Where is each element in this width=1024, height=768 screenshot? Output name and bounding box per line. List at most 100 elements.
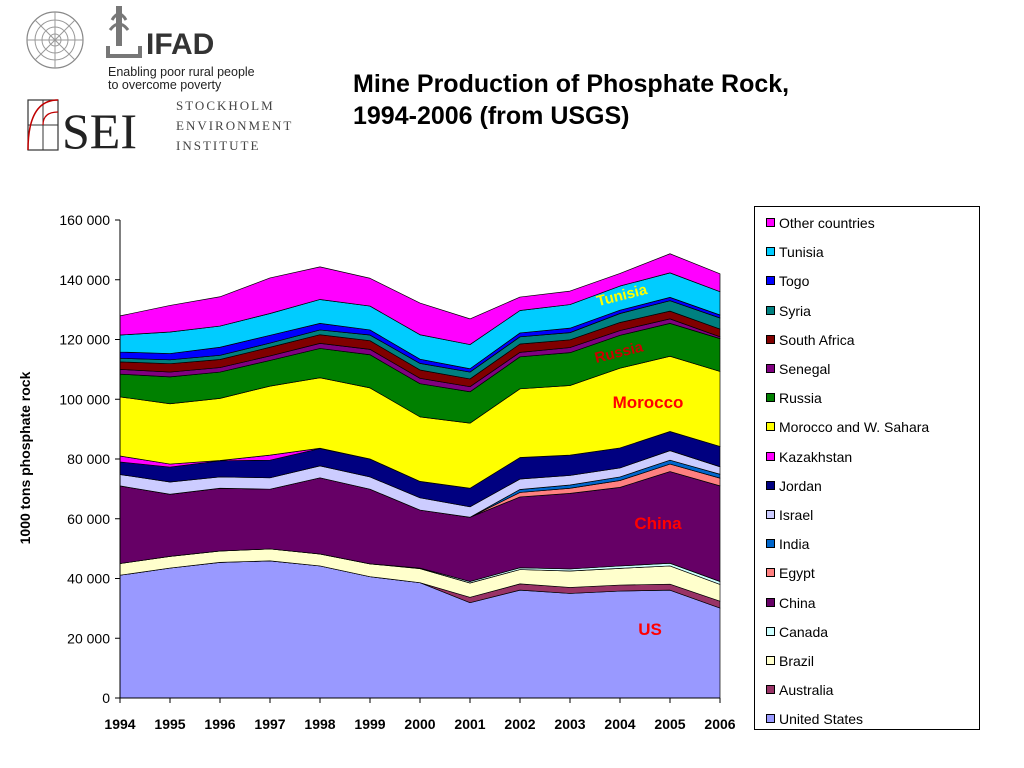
x-tick-label: 2001 bbox=[454, 716, 485, 732]
legend-swatch bbox=[766, 451, 775, 461]
legend-item-china: China bbox=[766, 593, 816, 613]
x-tick-label: 2004 bbox=[604, 716, 635, 732]
legend-swatch bbox=[766, 305, 775, 315]
legend-label: Tunisia bbox=[779, 244, 824, 261]
legend-item-egypt: Egypt bbox=[766, 563, 815, 583]
legend-label: Jordan bbox=[779, 477, 822, 494]
sei-name-line3: INSTITUTE bbox=[176, 138, 260, 153]
legend-item-tunisia: Tunisia bbox=[766, 242, 824, 262]
area-other-countries bbox=[119, 253, 721, 345]
x-tick-label: 1995 bbox=[154, 716, 185, 732]
legend-label: Other countries bbox=[779, 215, 875, 231]
legend-swatch bbox=[766, 685, 775, 695]
legend-item-canada: Canada bbox=[766, 622, 829, 642]
legend-item-syria: Syria bbox=[766, 301, 811, 321]
legend-swatch bbox=[766, 480, 775, 490]
sei-name-line1: STOCKHOLM bbox=[176, 98, 275, 113]
legend-item-morocco-and-w-sahara: Morocco and W. Sahara bbox=[766, 417, 930, 437]
y-tick-label: 100 000 bbox=[59, 391, 110, 407]
legend-item-india: India bbox=[766, 534, 810, 554]
ifad-wordmark: IFAD bbox=[146, 28, 214, 61]
y-tick-label: 80 000 bbox=[67, 451, 110, 467]
chart-areas bbox=[119, 253, 721, 699]
legend-label: Togo bbox=[779, 273, 810, 290]
x-tick-label: 2005 bbox=[654, 716, 685, 732]
legend-label: United States bbox=[779, 711, 864, 728]
legend-label: Egypt bbox=[779, 565, 815, 582]
x-tick-label: 1998 bbox=[304, 716, 335, 732]
legend-item-kazakhstan: Kazakhstan bbox=[766, 447, 853, 467]
x-tick-label: 2000 bbox=[404, 716, 435, 732]
legend-swatch bbox=[766, 568, 775, 578]
logos-area: IFAD SEI STOCKHOLM ENVIRONMENT INSTITUTE bbox=[26, 6, 293, 159]
legend-swatch bbox=[766, 597, 775, 607]
sei-name-line2: ENVIRONMENT bbox=[176, 118, 293, 133]
sei-logo-icon bbox=[27, 99, 59, 151]
y-tick-label: 40 000 bbox=[67, 571, 110, 587]
legend-swatch bbox=[766, 539, 775, 549]
y-axis-ticks: 0 20 000 40 000 60 000 80 000 100 000 120 000 1… bbox=[59, 212, 120, 706]
y-tick-label: 140 000 bbox=[59, 272, 110, 288]
legend-swatch bbox=[766, 510, 775, 519]
sei-wordmark: SEI bbox=[62, 103, 137, 159]
legend-item-senegal: Senegal bbox=[766, 359, 831, 379]
legend-label: Brazil bbox=[779, 653, 815, 669]
legend-swatch bbox=[766, 276, 775, 286]
y-tick-label: 20 000 bbox=[67, 630, 110, 646]
legend-swatch bbox=[766, 626, 775, 636]
legend-label: Morocco and W. Sahara bbox=[779, 419, 930, 436]
legend-swatch bbox=[766, 393, 775, 403]
ifad-tagline: Enabling poor rural people to overcome p… bbox=[108, 66, 308, 92]
x-tick-label: 2003 bbox=[554, 716, 585, 732]
legend-label: South Africa bbox=[779, 331, 855, 348]
legend-item-russia: Russia bbox=[766, 388, 822, 408]
legend-label: China bbox=[779, 594, 816, 611]
ifad-tagline-line2: to overcome poverty bbox=[108, 78, 222, 92]
x-axis-ticks: 1994 1995 1996 1997 1998 1999 2000 2001 2002 2003… bbox=[104, 698, 736, 732]
legend-item-south-africa: South Africa bbox=[766, 330, 855, 350]
y-tick-label: 0 bbox=[102, 690, 110, 706]
legend-item-other-countries: Other countries bbox=[766, 213, 875, 233]
legend-swatch bbox=[766, 422, 775, 432]
legend-swatch bbox=[766, 218, 775, 227]
legend-swatch bbox=[766, 656, 775, 665]
legend-swatch bbox=[766, 247, 775, 257]
annotation-us: US bbox=[638, 620, 662, 639]
legend-label: Canada bbox=[779, 623, 829, 640]
legend-item-jordan: Jordan bbox=[766, 476, 822, 496]
x-tick-label: 1994 bbox=[104, 716, 135, 732]
x-tick-label: 2002 bbox=[504, 716, 535, 732]
x-tick-label: 1997 bbox=[254, 716, 285, 732]
x-tick-label: 1999 bbox=[354, 716, 385, 732]
un-emblem-icon bbox=[26, 11, 84, 69]
legend-swatch bbox=[766, 364, 775, 373]
legend-label: Syria bbox=[779, 302, 811, 319]
page-title-line1: Mine Production of Phosphate Rock, bbox=[353, 70, 790, 98]
legend-label: Kazakhstan bbox=[779, 448, 853, 465]
y-tick-label: 120 000 bbox=[59, 332, 110, 348]
legend-label: Russia bbox=[779, 390, 822, 407]
y-tick-label: 60 000 bbox=[67, 511, 110, 527]
legend-item-australia: Australia bbox=[766, 680, 834, 700]
chart-legend: Other countries Tunisia Togo Syria South Afr… bbox=[754, 206, 980, 730]
ifad-tagline-line1: Enabling poor rural people bbox=[108, 65, 255, 79]
legend-item-brazil: Brazil bbox=[766, 651, 815, 671]
page-title: Mine Production of Phosphate Rock, 1994-… bbox=[353, 68, 913, 132]
legend-label: India bbox=[779, 536, 810, 553]
stacked-area-chart: 0 20 000 40 000 60 000 80 000 100 000 120 000 1… bbox=[17, 212, 736, 732]
y-tick-label: 160 000 bbox=[59, 212, 110, 228]
legend-swatch bbox=[766, 714, 775, 724]
annotation-morocco: Morocco bbox=[613, 393, 684, 412]
legend-item-israel: Israel bbox=[766, 505, 814, 525]
ifad-logo-icon bbox=[106, 6, 142, 58]
legend-item-togo: Togo bbox=[766, 271, 810, 291]
legend-item-united-states: United States bbox=[766, 709, 864, 729]
page-title-line2: 1994-2006 (from USGS) bbox=[353, 102, 630, 130]
legend-label: Australia bbox=[779, 682, 834, 699]
legend-label: Senegal bbox=[779, 361, 831, 377]
legend-label: Israel bbox=[779, 507, 814, 523]
legend-swatch bbox=[766, 334, 775, 344]
x-tick-label: 1996 bbox=[204, 716, 235, 732]
y-axis-label: 1000 tons phosphate rock bbox=[17, 371, 33, 544]
